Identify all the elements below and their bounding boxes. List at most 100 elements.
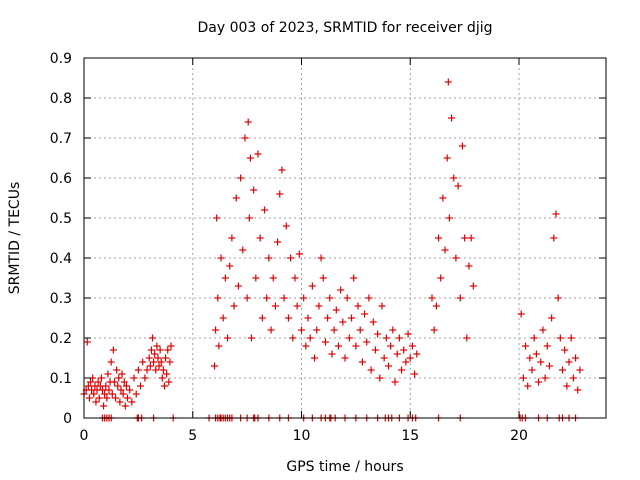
data-point — [428, 294, 436, 302]
data-point — [293, 302, 301, 310]
data-point — [545, 362, 553, 370]
data-point — [537, 358, 545, 366]
data-point — [308, 282, 316, 290]
data-point — [298, 326, 305, 334]
data-point — [217, 254, 225, 262]
data-point — [250, 186, 258, 194]
data-point — [219, 314, 227, 322]
data-point — [162, 354, 170, 362]
data-point — [321, 338, 329, 346]
data-point — [274, 238, 282, 246]
data-point — [155, 362, 163, 370]
plot-frame — [83, 57, 607, 419]
data-point — [263, 294, 271, 302]
data-point — [267, 326, 275, 334]
data-point — [334, 342, 342, 350]
data-point — [95, 394, 103, 402]
data-point — [432, 302, 440, 310]
y-axis-title: SRMTID / TECUs — [7, 182, 23, 295]
data-point — [337, 286, 345, 294]
data-points — [80, 78, 584, 422]
data-point — [118, 370, 126, 378]
data-point — [149, 334, 157, 342]
data-point — [213, 214, 221, 222]
data-point — [156, 346, 164, 354]
data-point — [109, 346, 117, 354]
data-point — [105, 386, 113, 394]
data-point — [102, 382, 110, 390]
data-point — [539, 326, 547, 334]
data-point — [146, 362, 154, 370]
data-point — [435, 234, 443, 242]
data-point — [541, 374, 549, 382]
data-point — [382, 334, 390, 342]
data-point — [224, 334, 232, 342]
data-point — [465, 262, 473, 270]
y-tick-label: 0.7 — [50, 131, 72, 147]
data-point — [552, 210, 560, 218]
data-point — [271, 302, 279, 310]
data-point — [226, 262, 234, 270]
data-point — [567, 334, 575, 342]
data-point — [112, 394, 120, 402]
data-point — [247, 334, 255, 342]
data-point — [244, 118, 252, 126]
y-tick-label: 0.1 — [50, 371, 72, 387]
data-point — [84, 382, 92, 390]
data-point — [141, 374, 149, 382]
data-point — [559, 366, 566, 374]
data-point — [151, 350, 159, 358]
data-point — [108, 390, 116, 398]
data-point — [328, 350, 336, 358]
data-point — [126, 386, 134, 394]
data-point — [378, 302, 386, 310]
data-point — [306, 334, 314, 342]
data-point — [463, 334, 471, 342]
data-point — [234, 282, 242, 290]
data-point — [237, 174, 245, 182]
data-point — [166, 358, 174, 366]
data-point — [352, 342, 360, 350]
data-point — [145, 354, 153, 362]
data-point — [254, 150, 262, 158]
data-point — [252, 274, 260, 282]
data-point — [313, 326, 321, 334]
data-point — [574, 386, 582, 394]
data-point — [122, 382, 130, 390]
data-point — [159, 366, 167, 374]
data-point — [92, 398, 100, 406]
y-tick-label: 0.8 — [50, 91, 72, 107]
data-point — [212, 326, 220, 334]
data-point — [350, 274, 358, 282]
data-point — [114, 382, 122, 390]
data-point — [550, 234, 558, 242]
grid-lines — [84, 58, 606, 418]
data-point — [437, 274, 445, 282]
data-point — [456, 294, 464, 302]
data-point — [404, 330, 412, 338]
data-point — [441, 246, 449, 254]
data-point — [284, 314, 292, 322]
data-point — [289, 334, 297, 342]
data-point — [128, 398, 136, 406]
data-point — [528, 366, 536, 374]
data-point — [300, 294, 308, 302]
data-point — [132, 390, 140, 398]
data-point — [530, 334, 538, 342]
data-point — [98, 386, 106, 394]
data-point — [324, 314, 332, 322]
data-point — [160, 382, 168, 390]
x-tick-label: 20 — [510, 428, 528, 444]
y-tick-label: 0.3 — [50, 291, 72, 307]
data-point — [385, 362, 392, 370]
data-point — [443, 154, 451, 162]
data-point — [572, 354, 580, 362]
data-point — [341, 354, 349, 362]
data-point — [163, 370, 171, 378]
data-point — [154, 354, 162, 362]
data-point — [345, 334, 353, 342]
data-point — [371, 346, 379, 354]
data-point — [444, 78, 452, 86]
data-point — [246, 154, 254, 162]
data-point — [380, 354, 388, 362]
